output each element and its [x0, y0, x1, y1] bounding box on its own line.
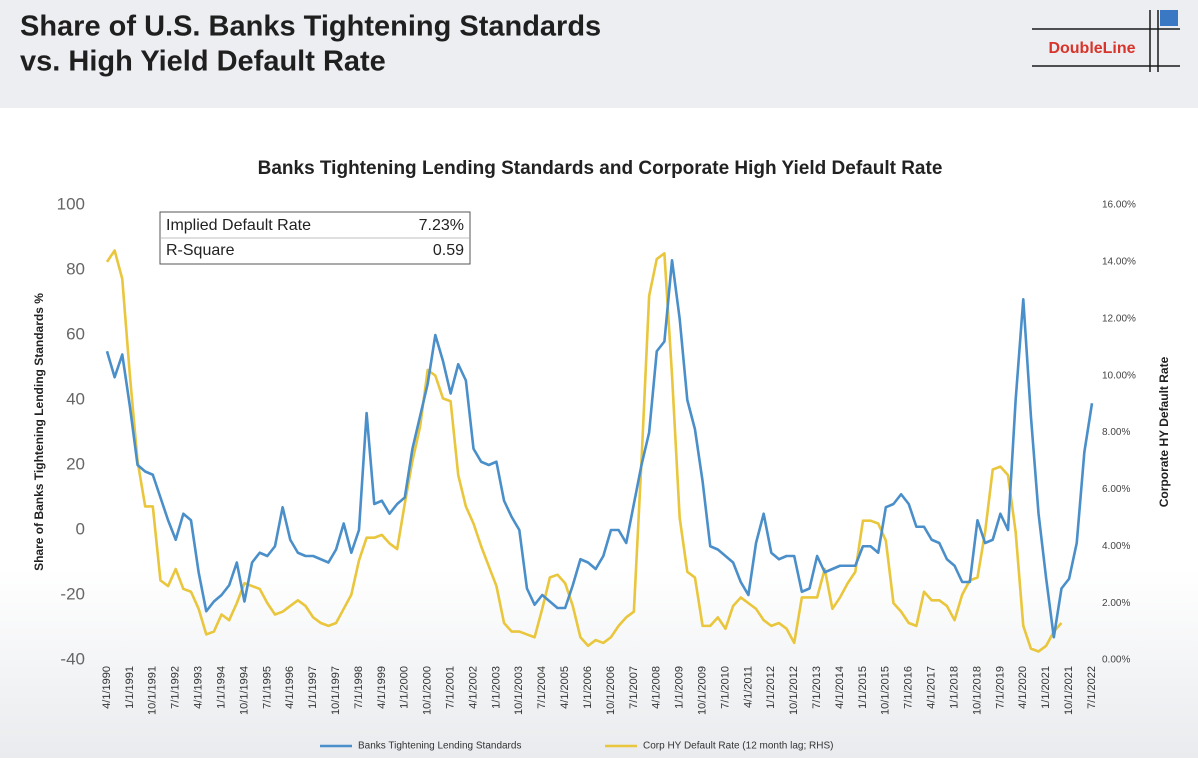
annotation-box: Implied Default Rate 7.23% R-Square 0.59 — [159, 211, 471, 265]
x-tick-label: 10/1/2012 — [788, 666, 800, 715]
logo: DoubleLine — [1032, 10, 1180, 72]
y-tick-label: 60 — [66, 324, 85, 343]
x-tick-label: 10/1/2015 — [880, 666, 892, 715]
x-tick-label: 10/1/1994 — [238, 666, 250, 715]
series-line — [105, 249, 1063, 653]
annotation-label: R-Square — [166, 242, 235, 259]
x-tick-label: 7/1/1998 — [353, 666, 365, 709]
slide-title: vs. High Yield Default Rate — [20, 46, 386, 78]
y-tick-label: 0 — [76, 519, 85, 538]
y-tick-label: 80 — [66, 259, 85, 278]
y2-tick-label: 10.00% — [1102, 370, 1136, 381]
x-tick-label: 1/1/1994 — [215, 666, 227, 709]
chart-title: Banks Tightening Lending Standards and C… — [258, 158, 943, 179]
y-tick-label: 100 — [57, 194, 85, 213]
x-tick-label: 7/1/2007 — [628, 666, 640, 709]
x-tick-label: 7/1/2010 — [719, 666, 731, 709]
y-axis-label: Share of Banks Tightening Lending Standa… — [32, 293, 46, 571]
x-tick-label: 7/1/2022 — [1086, 666, 1098, 709]
x-tick-label: 10/1/1997 — [330, 666, 342, 715]
x-tick-label: 10/1/2003 — [513, 666, 525, 715]
x-tick-label: 10/1/2018 — [971, 666, 983, 715]
y-tick-label: 40 — [66, 389, 85, 408]
x-tick-label: 4/1/2008 — [651, 666, 663, 709]
y2-tick-label: 16.00% — [1102, 200, 1136, 211]
x-tick-label: 4/1/2020 — [1017, 666, 1029, 709]
x-tick-label: 10/1/2006 — [605, 666, 617, 715]
x-tick-label: 7/1/2016 — [903, 666, 915, 709]
x-tick-label: 4/1/2011 — [742, 666, 754, 708]
x-tick-label: 7/1/2013 — [811, 666, 823, 709]
x-tick-label: 10/1/2009 — [696, 666, 708, 715]
x-tick-label: 7/1/2004 — [536, 666, 548, 709]
legend-label: Banks Tightening Lending Standards — [358, 741, 521, 752]
y2-tick-label: 14.00% — [1102, 257, 1136, 268]
x-tick-label: 1/1/2018 — [948, 666, 960, 709]
y-tick-label: -20 — [60, 584, 85, 603]
y2-tick-label: 8.00% — [1102, 427, 1130, 438]
slide-title: Share of U.S. Banks Tightening Standards — [20, 11, 601, 43]
series-line — [105, 258, 1094, 639]
y2-tick-label: 6.00% — [1102, 484, 1130, 495]
header-band — [0, 0, 1198, 108]
y2-axis-label: Corporate HY Default Rate — [1157, 356, 1171, 507]
annotation-value: 7.23% — [419, 217, 464, 234]
x-tick-label: 1/1/2021 — [1040, 666, 1052, 709]
y2-tick-label: 12.00% — [1102, 313, 1136, 324]
x-tick-label: 1/1/2000 — [399, 666, 411, 709]
x-tick-label: 10/1/1991 — [147, 666, 159, 715]
x-tick-label: 10/1/2000 — [422, 666, 434, 715]
y2-tick-label: 0.00% — [1102, 655, 1130, 666]
x-tick-label: 1/1/2006 — [582, 666, 594, 709]
x-tick-label: 4/1/2017 — [926, 666, 938, 709]
x-tick-label: 1/1/2003 — [490, 666, 502, 709]
x-tick-label: 4/1/1993 — [193, 666, 205, 709]
x-tick-label: 7/1/1992 — [170, 666, 182, 709]
x-tick-label: 4/1/2014 — [834, 666, 846, 709]
x-tick-label: 1/1/2015 — [857, 666, 869, 709]
logo-text: DoubleLine — [1048, 40, 1135, 57]
x-tick-label: 1/1/1991 — [124, 666, 136, 709]
x-tick-label: 1/1/2009 — [674, 666, 686, 709]
x-tick-label: 4/1/1990 — [101, 666, 113, 709]
x-tick-label: 1/1/1997 — [307, 666, 319, 709]
y2-tick-label: 4.00% — [1102, 541, 1130, 552]
x-tick-label: 4/1/1999 — [376, 666, 388, 709]
x-tick-label: 7/1/2019 — [994, 666, 1006, 709]
y2-tick-label: 2.00% — [1102, 598, 1130, 609]
x-tick-label: 4/1/2005 — [559, 666, 571, 709]
x-tick-label: 1/1/2012 — [765, 666, 777, 709]
x-tick-label: 4/1/1996 — [284, 666, 296, 709]
x-tick-label: 4/1/2002 — [467, 666, 479, 709]
x-tick-label: 7/1/1995 — [261, 666, 273, 709]
legend-label: Corp HY Default Rate (12 month lag; RHS) — [643, 741, 833, 752]
x-tick-label: 7/1/2001 — [445, 666, 457, 709]
y-tick-label: 20 — [66, 454, 85, 473]
y-tick-label: -40 — [60, 649, 85, 668]
annotation-value: 0.59 — [433, 242, 464, 259]
annotation-label: Implied Default Rate — [166, 217, 311, 234]
x-tick-label: 10/1/2021 — [1063, 666, 1075, 715]
